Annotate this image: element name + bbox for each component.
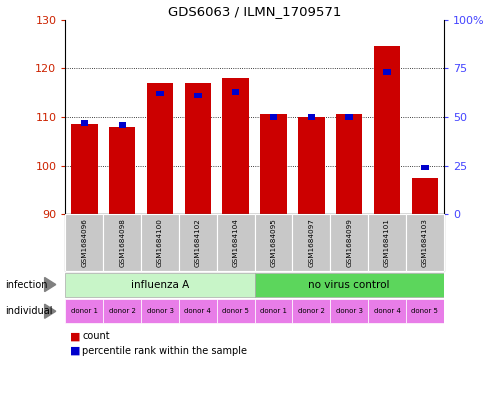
Bar bbox=[65, 214, 103, 271]
Bar bbox=[298, 117, 324, 214]
Bar bbox=[330, 299, 367, 323]
Text: donor 5: donor 5 bbox=[222, 308, 249, 314]
Bar bbox=[345, 114, 352, 120]
Bar bbox=[194, 93, 201, 98]
Text: individual: individual bbox=[5, 306, 52, 316]
Bar bbox=[141, 214, 179, 271]
Bar bbox=[420, 165, 428, 171]
Bar bbox=[71, 124, 97, 214]
Text: donor 5: donor 5 bbox=[410, 308, 438, 314]
Bar bbox=[405, 214, 443, 271]
Bar bbox=[65, 272, 254, 297]
Bar bbox=[292, 214, 330, 271]
Bar bbox=[103, 214, 141, 271]
Text: donor 2: donor 2 bbox=[108, 308, 136, 314]
Bar bbox=[231, 89, 239, 95]
Text: GSM1684103: GSM1684103 bbox=[421, 218, 427, 267]
Bar bbox=[179, 299, 216, 323]
Bar bbox=[103, 299, 141, 323]
Text: GSM1684098: GSM1684098 bbox=[119, 218, 125, 267]
Text: infection: infection bbox=[5, 279, 47, 290]
Bar bbox=[80, 120, 88, 126]
Text: GSM1684097: GSM1684097 bbox=[308, 218, 314, 267]
Text: ■: ■ bbox=[70, 331, 81, 342]
Text: donor 1: donor 1 bbox=[71, 308, 98, 314]
Text: donor 1: donor 1 bbox=[259, 308, 287, 314]
Text: GSM1684096: GSM1684096 bbox=[81, 218, 87, 267]
Bar bbox=[118, 122, 126, 128]
Bar bbox=[335, 114, 362, 214]
Text: ■: ■ bbox=[70, 346, 81, 356]
Bar bbox=[222, 78, 248, 214]
Title: GDS6063 / ILMN_1709571: GDS6063 / ILMN_1709571 bbox=[167, 6, 341, 18]
Bar bbox=[216, 214, 254, 271]
Bar bbox=[179, 214, 216, 271]
Bar bbox=[156, 91, 164, 97]
Text: donor 3: donor 3 bbox=[146, 308, 173, 314]
Bar bbox=[292, 299, 330, 323]
Bar bbox=[411, 178, 437, 214]
Text: influenza A: influenza A bbox=[131, 279, 189, 290]
Bar bbox=[65, 299, 103, 323]
Bar bbox=[141, 299, 179, 323]
Bar bbox=[367, 214, 405, 271]
Bar bbox=[373, 46, 399, 214]
Text: donor 3: donor 3 bbox=[335, 308, 362, 314]
Text: GSM1684099: GSM1684099 bbox=[346, 218, 351, 267]
Bar bbox=[254, 299, 292, 323]
Bar bbox=[269, 114, 277, 120]
Text: GSM1684102: GSM1684102 bbox=[195, 218, 200, 267]
Bar bbox=[109, 127, 135, 214]
Bar bbox=[254, 272, 443, 297]
Text: donor 2: donor 2 bbox=[297, 308, 324, 314]
Bar bbox=[216, 299, 254, 323]
Text: count: count bbox=[82, 331, 110, 342]
Bar bbox=[260, 114, 286, 214]
Bar bbox=[382, 69, 390, 75]
Text: percentile rank within the sample: percentile rank within the sample bbox=[82, 346, 247, 356]
Bar bbox=[330, 214, 367, 271]
Bar bbox=[254, 214, 292, 271]
Text: no virus control: no virus control bbox=[308, 279, 389, 290]
Text: GSM1684095: GSM1684095 bbox=[270, 218, 276, 267]
Bar bbox=[367, 299, 405, 323]
Text: GSM1684100: GSM1684100 bbox=[157, 218, 163, 267]
Bar bbox=[184, 83, 211, 214]
Text: donor 4: donor 4 bbox=[373, 308, 400, 314]
Bar bbox=[307, 114, 315, 120]
Text: GSM1684104: GSM1684104 bbox=[232, 218, 238, 267]
Bar bbox=[147, 83, 173, 214]
Text: GSM1684101: GSM1684101 bbox=[383, 218, 389, 267]
Bar bbox=[405, 299, 443, 323]
Text: donor 4: donor 4 bbox=[184, 308, 211, 314]
